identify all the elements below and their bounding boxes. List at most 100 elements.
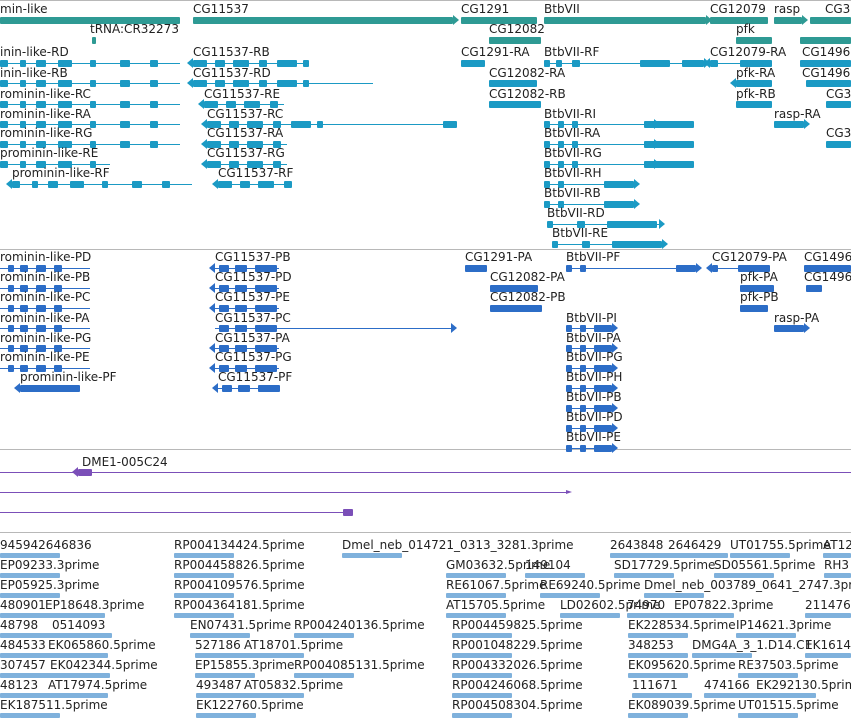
genes-label[interactable]: tRNA:CR32273 (90, 22, 179, 36)
exon-block[interactable] (58, 121, 72, 128)
est-block[interactable] (452, 633, 512, 638)
exon-block[interactable] (120, 101, 130, 108)
transcripts-label[interactable]: rasp-RA (774, 107, 821, 121)
exon-block[interactable] (150, 80, 158, 87)
genes-label[interactable]: rasp (774, 2, 801, 16)
exon-block[interactable] (222, 385, 232, 392)
est-block[interactable] (195, 673, 255, 678)
exon-block[interactable] (229, 121, 239, 128)
est-label[interactable]: 307457 (0, 658, 46, 672)
est-block[interactable] (610, 553, 670, 558)
transcripts-label[interactable]: CG11537-RB (193, 45, 270, 59)
exon-block[interactable] (566, 425, 572, 432)
est-label[interactable]: IP14621.3prime (736, 618, 832, 632)
exon-block[interactable] (207, 121, 221, 128)
exon-block[interactable] (20, 365, 28, 372)
est-block[interactable] (627, 613, 687, 618)
est-block[interactable] (525, 573, 585, 578)
est-block[interactable] (196, 693, 256, 698)
proteins-label[interactable]: rominin-like-PA (0, 311, 90, 325)
exon-block[interactable] (58, 141, 72, 148)
exon-block[interactable] (215, 80, 225, 87)
exon-block[interactable] (552, 241, 558, 248)
exon-block[interactable] (582, 241, 590, 248)
exon-block[interactable] (604, 201, 634, 208)
est-block[interactable] (446, 613, 506, 618)
cdna-block[interactable] (78, 469, 92, 476)
exon-block[interactable] (48, 181, 58, 188)
est-block[interactable] (0, 653, 60, 658)
est-block[interactable] (452, 653, 512, 658)
est-label[interactable]: EK042344.5prime (50, 658, 158, 672)
est-block[interactable] (824, 573, 851, 578)
transcripts-label[interactable]: CG1291-RA (461, 45, 530, 59)
exon-block[interactable] (273, 161, 281, 168)
est-label[interactable]: 48123 (0, 678, 39, 692)
est-label[interactable]: RE37503.5prime (738, 658, 839, 672)
est-block[interactable] (0, 553, 60, 558)
exon-block[interactable] (594, 405, 612, 412)
transcripts-label[interactable]: BtbVII-RA (544, 126, 601, 140)
est-block[interactable] (452, 693, 512, 698)
est-label[interactable]: UT01755.5prime (730, 538, 831, 552)
est-block[interactable] (52, 633, 112, 638)
transcripts-label[interactable]: CG3 (826, 87, 851, 101)
exon-block[interactable] (240, 181, 250, 188)
exon-block[interactable] (710, 60, 718, 67)
gene-feature[interactable] (800, 37, 851, 44)
exon-block[interactable] (774, 121, 804, 128)
exon-block[interactable] (644, 161, 694, 168)
exon-block[interactable] (193, 80, 207, 87)
exon-block[interactable] (233, 80, 249, 87)
est-label[interactable]: RP004364181.5prime (174, 598, 305, 612)
exon-block[interactable] (580, 345, 586, 352)
gene-feature[interactable] (810, 17, 851, 24)
exon-block[interactable] (8, 305, 14, 312)
transcripts-label[interactable]: CG1496 (802, 45, 851, 59)
transcripts-label[interactable]: rominin-like-RA (0, 107, 91, 121)
proteins-label[interactable]: rominin-like-PB (0, 270, 91, 284)
transcripts-label[interactable]: CG11537-RF (218, 166, 294, 180)
proteins-label[interactable]: BtbVII-PF (566, 250, 621, 264)
exon-block[interactable] (219, 305, 229, 312)
exon-block[interactable] (219, 325, 229, 332)
exon-block[interactable] (255, 345, 277, 352)
est-label[interactable]: RP001048229.5prime (452, 638, 583, 652)
exon-block[interactable] (558, 161, 564, 168)
proteins-label[interactable]: CG12082-PA (490, 270, 565, 284)
proteins-label[interactable]: BtbVII-PD (566, 410, 623, 424)
est-label[interactable]: RP004109576.5prime (174, 578, 305, 592)
exon-block[interactable] (255, 265, 277, 272)
exon-block[interactable] (58, 80, 72, 87)
est-block[interactable] (805, 613, 851, 618)
exon-block[interactable] (20, 80, 26, 87)
est-label[interactable]: 945942646836 (0, 538, 92, 552)
exon-block[interactable] (229, 141, 239, 148)
exon-block[interactable] (219, 285, 229, 292)
exon-block[interactable] (218, 181, 232, 188)
exon-block[interactable] (558, 181, 564, 188)
exon-block[interactable] (547, 221, 553, 228)
exon-block[interactable] (8, 265, 14, 272)
exon-block[interactable] (207, 141, 221, 148)
est-label[interactable]: EP07822.3prime (674, 598, 774, 612)
est-block[interactable] (0, 693, 60, 698)
exon-block[interactable] (150, 60, 158, 67)
exon-block[interactable] (277, 60, 297, 67)
proteins-label[interactable]: rominin-like-PD (0, 250, 92, 264)
exon-block[interactable] (255, 305, 277, 312)
exon-block[interactable] (594, 325, 612, 332)
exon-block[interactable] (544, 121, 550, 128)
exon-block[interactable] (0, 141, 8, 148)
exon-block[interactable] (270, 101, 278, 108)
proteins-label[interactable]: CG11537-PC (215, 311, 291, 325)
exon-block[interactable] (36, 161, 46, 168)
est-label[interactable]: 149104 (525, 558, 571, 572)
est-block[interactable] (0, 613, 60, 618)
exon-block[interactable] (215, 60, 225, 67)
exon-block[interactable] (556, 60, 562, 67)
exon-block[interactable] (120, 80, 130, 87)
proteins-label[interactable]: CG11537-PE (215, 290, 290, 304)
genes-label[interactable]: CG3 (825, 2, 851, 16)
est-label[interactable]: AT17974.5prime (48, 678, 148, 692)
